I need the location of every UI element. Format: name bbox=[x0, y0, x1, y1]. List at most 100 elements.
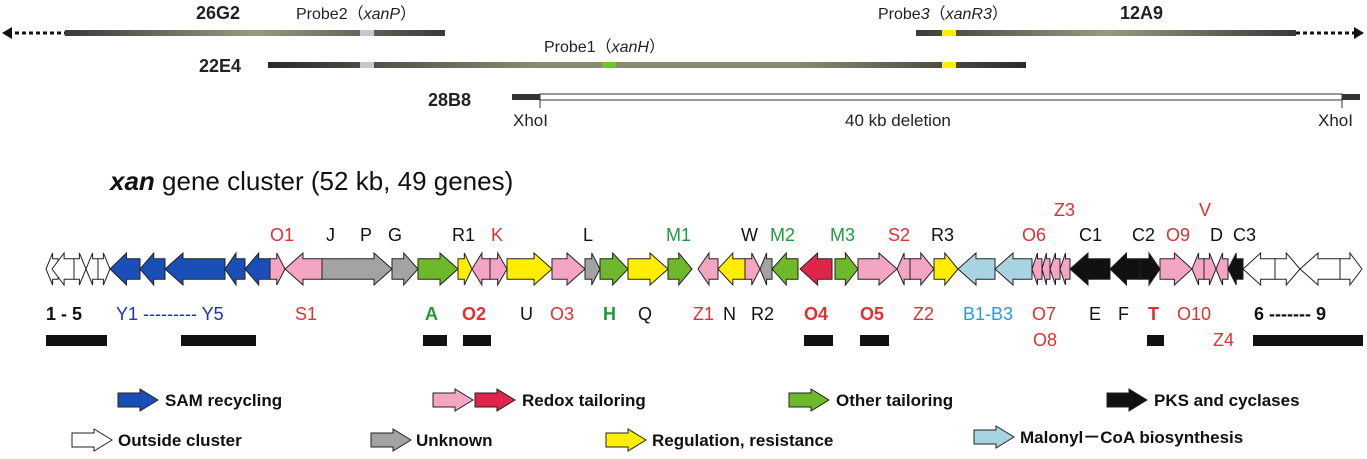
cosmid-22E4-bar bbox=[268, 62, 1026, 68]
cosmid-12A9-label: 12A9 bbox=[1120, 3, 1163, 23]
gene-arrow bbox=[994, 251, 1033, 287]
gene-arrow bbox=[717, 251, 746, 287]
gene-arrow bbox=[909, 251, 935, 287]
gene-arrow bbox=[1109, 251, 1141, 287]
gene-arrow bbox=[857, 251, 898, 287]
gene-label: L bbox=[583, 225, 593, 245]
gene-label: N bbox=[723, 304, 736, 324]
gene-label: A bbox=[425, 304, 438, 324]
gene-arrow bbox=[244, 251, 271, 287]
gene-arrow bbox=[1242, 251, 1276, 287]
cosmid-28B8-right bbox=[1342, 94, 1360, 100]
gene-label: O9 bbox=[1166, 225, 1190, 245]
legend-arrow-icon bbox=[117, 388, 159, 412]
region-bar bbox=[1147, 335, 1164, 346]
gene-label: J bbox=[326, 225, 335, 245]
gene-arrow bbox=[799, 251, 833, 287]
gene-label: Z1 bbox=[693, 304, 714, 324]
gene-arrow bbox=[1031, 252, 1043, 286]
gene-label: Z2 bbox=[913, 304, 934, 324]
gene-label: 1 - 5 bbox=[46, 304, 82, 324]
gene-arrow bbox=[1299, 251, 1341, 287]
gene-label: E bbox=[1089, 304, 1101, 324]
cosmid-12A9-bar bbox=[916, 30, 1296, 36]
gene-arrow bbox=[1041, 252, 1051, 286]
left-arrowhead-icon bbox=[2, 27, 12, 39]
legend-label-unknown: Unknown bbox=[416, 431, 493, 450]
cosmid-26G2: 26G2 Probe2（xanP） bbox=[2, 3, 445, 39]
gene-arrow bbox=[224, 251, 246, 287]
gene-label: O3 bbox=[550, 304, 574, 324]
gene-label: M2 bbox=[770, 225, 795, 245]
gene-arrow bbox=[109, 251, 141, 287]
right-arrowhead-icon bbox=[1354, 27, 1364, 39]
gene-arrow bbox=[627, 251, 669, 287]
gene-arrow bbox=[164, 251, 226, 287]
cosmid-22E4-label: 22E4 bbox=[199, 56, 241, 76]
legend-arrow-icon bbox=[474, 388, 516, 412]
legend-label-sam: SAM recycling bbox=[165, 391, 282, 410]
legend: SAM recycling Redox tailoring Other tailor… bbox=[71, 388, 1300, 452]
gene-arrow bbox=[1227, 252, 1244, 286]
gene-arrow bbox=[1191, 252, 1205, 286]
gene-arrow bbox=[471, 251, 491, 287]
gene-arrow bbox=[51, 251, 75, 287]
gene-arrows bbox=[45, 251, 1363, 287]
cosmid-22E4: 22E4 Probe1（xanH） bbox=[199, 38, 1026, 76]
gene-arrow bbox=[599, 251, 629, 287]
gene-arrow bbox=[1139, 251, 1161, 287]
region-bar bbox=[804, 335, 833, 346]
gene-label: C1 bbox=[1079, 225, 1102, 245]
legend-label-pks: PKS and cyclases bbox=[1154, 391, 1300, 410]
gene-arrow bbox=[1274, 251, 1301, 287]
legend-arrow-icon bbox=[1106, 388, 1148, 412]
probe1-label: Probe1（xanH） bbox=[544, 38, 665, 56]
gene-arrow bbox=[957, 251, 996, 287]
gene-label: O1 bbox=[270, 225, 294, 245]
gene-label: O2 bbox=[462, 304, 486, 324]
gene-label: K bbox=[491, 225, 503, 245]
gene-label: O5 bbox=[860, 304, 884, 324]
probe2-mark-22E4 bbox=[360, 62, 374, 68]
cosmid-28B8-left bbox=[512, 94, 540, 100]
gene-arrow bbox=[771, 251, 799, 287]
gene-label: O7 bbox=[1032, 304, 1056, 324]
region-bar bbox=[46, 335, 107, 346]
xhoi-left-label: XhoI bbox=[513, 111, 548, 130]
gene-arrow bbox=[584, 252, 601, 286]
gene-arrow bbox=[139, 251, 166, 287]
gene-arrow bbox=[321, 251, 393, 287]
gene-label: U bbox=[520, 304, 533, 324]
gene-label: O4 bbox=[804, 304, 828, 324]
gene-label: O10 bbox=[1177, 304, 1211, 324]
gene-label: G bbox=[388, 225, 402, 245]
gene-label: F bbox=[1118, 304, 1129, 324]
legend-label-redox: Redox tailoring bbox=[522, 391, 646, 410]
gene-arrow bbox=[551, 251, 586, 287]
cosmid-12A9: 12A9 Probe3（xanR3） bbox=[878, 3, 1364, 39]
gene-label: H bbox=[603, 304, 616, 324]
xhoi-right-label: XhoI bbox=[1318, 111, 1353, 130]
gene-arrow bbox=[1059, 252, 1071, 286]
gene-arrow bbox=[1215, 252, 1229, 286]
cosmid-26G2-label: 26G2 bbox=[196, 3, 240, 23]
gene-arrow bbox=[489, 251, 508, 287]
gene-labels-bottom: 1 - 5 Y1 --------- Y5 S1 A O2 U O3 H Q Z1 N R2 O4 O5 Z… bbox=[46, 304, 1326, 350]
gene-label: Z4 bbox=[1213, 330, 1234, 350]
legend-label-outside: Outside cluster bbox=[118, 431, 242, 450]
gene-arrow bbox=[97, 252, 111, 286]
cosmid-26G2-bar bbox=[65, 30, 445, 36]
region-bars bbox=[46, 335, 1363, 346]
gene-arrow bbox=[85, 252, 99, 286]
gene-arrow bbox=[1203, 252, 1217, 286]
legend-arrow-icon bbox=[788, 388, 830, 412]
probe3-mark bbox=[942, 30, 956, 36]
gene-arrow bbox=[73, 252, 87, 286]
legend-label-regulation: Regulation, resistance bbox=[652, 431, 833, 450]
gene-arrow bbox=[896, 252, 911, 286]
legend-label-malonyl: Malonyl－CoA biosynthesis bbox=[1020, 428, 1243, 447]
gene-label: Z3 bbox=[1054, 200, 1075, 220]
legend-arrow-icon bbox=[605, 428, 647, 452]
